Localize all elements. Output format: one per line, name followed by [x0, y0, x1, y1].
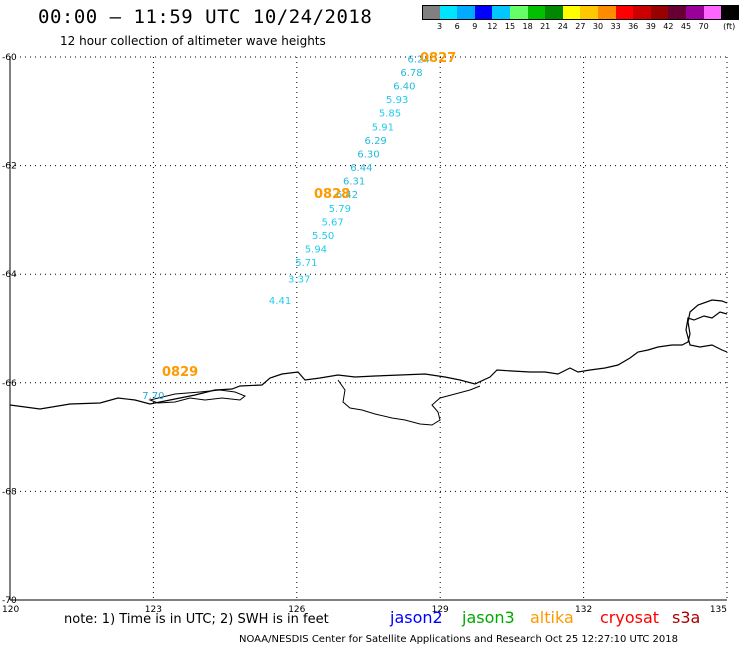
colorbar-label: 6 [454, 22, 460, 31]
colorbar-swatch [510, 5, 529, 20]
colorbar-swatch [580, 5, 599, 20]
satellite-legend-item: altika [530, 608, 574, 627]
colorbar-label: 42 [663, 22, 674, 31]
colorbar-label: 45 [680, 22, 692, 31]
wave-height-value: 7.70 [142, 391, 164, 402]
colorbar-label: 39 [645, 22, 656, 31]
wave-height-value: 6.31 [343, 177, 365, 188]
wave-height-value: 6.44 [350, 163, 372, 174]
wave-height-value: 5.67 [322, 217, 344, 228]
colorbar-swatch [633, 5, 652, 20]
colorbar-swatch [721, 5, 740, 20]
colorbar-swatch [422, 5, 441, 20]
wave-height-value: 6.40 [393, 82, 415, 93]
longitude-tick-label: 126 [288, 605, 305, 615]
colorbar-label: 24 [557, 22, 568, 31]
colorbar-label: 36 [628, 22, 639, 31]
footer-note: note: 1) Time is in UTC; 2) SWH is in fe… [64, 612, 329, 627]
colorbar-swatch [650, 5, 669, 20]
map-subtitle: 12 hour collection of altimeter wave hei… [60, 34, 326, 48]
coastline-shelf [148, 389, 246, 404]
colorbar-frame [422, 5, 739, 20]
colorbar-label: (ft) [723, 22, 736, 31]
colorbar-swatch [615, 5, 634, 20]
longitude-tick-label: 132 [575, 605, 592, 615]
colorbar-label: 33 [610, 22, 621, 31]
satellite-legend-item: jason2 [390, 608, 443, 627]
coastline [9, 299, 728, 410]
colorbar-label: 21 [540, 22, 551, 31]
satellite-legend-item: cryosat [600, 608, 660, 627]
colorbar-swatch [527, 5, 546, 20]
latitude-tick-label: -60 [2, 53, 17, 63]
wave-height-value: 6.29 [365, 136, 387, 147]
latitude-tick-label: -64 [2, 270, 17, 280]
wave-height-value: 3.37 [288, 274, 310, 285]
colorbar-label: 18 [522, 22, 533, 31]
colorbar-swatch [545, 5, 564, 20]
colorbar-label: 9 [472, 22, 478, 31]
colorbar-swatch [686, 5, 705, 20]
wave-height-value: 5.79 [329, 204, 351, 215]
credit-line: NOAA/NESDIS Center for Satellite Applica… [239, 634, 678, 645]
wave-height-value: 6.30 [357, 149, 379, 160]
colorbar-swatch [457, 5, 476, 20]
longitude-tick-label: 123 [145, 605, 162, 615]
longitude-tick-label: 135 [710, 605, 727, 615]
colorbar-swatch [474, 5, 493, 20]
satellite-legend-item: jason3 [462, 608, 515, 627]
colorbar-swatch [439, 5, 458, 20]
colorbar-swatch [492, 5, 511, 20]
longitude-tick-label: 120 [2, 605, 19, 615]
coastline-east [685, 311, 728, 353]
wave-height-value: 5.91 [372, 122, 394, 133]
colorbar-swatch [668, 5, 687, 20]
colorbar-label: 27 [575, 22, 586, 31]
pass-time-label: 0827 [420, 51, 456, 66]
pass-time-label: 0828 [314, 187, 350, 202]
latitude-tick-label: -68 [2, 487, 17, 497]
wave-height-value: 5.71 [295, 258, 317, 269]
colorbar-swatch [703, 5, 722, 20]
ice-shelf-outline [337, 379, 481, 426]
wave-height-value: 5.85 [379, 109, 401, 120]
pass-time-label: 0829 [162, 365, 198, 380]
wave-height-value: 5.93 [386, 95, 408, 106]
latitude-tick-label: -62 [2, 162, 17, 172]
map-title: 00:00 – 11:59 UTC 10/24/2018 [38, 6, 373, 28]
colorbar-swatch [598, 5, 617, 20]
colorbar-label: 15 [504, 22, 516, 31]
wave-height-value: 6.24 [408, 54, 430, 65]
latitude-tick-label: -70 [2, 596, 17, 606]
wave-height-value: 6.42 [336, 190, 358, 201]
colorbar-swatch [562, 5, 581, 20]
wave-height-value: 5.94 [305, 244, 327, 255]
colorbar-label: 70 [698, 22, 709, 31]
longitude-tick-label: 129 [432, 605, 449, 615]
satellite-legend-item: s3a [672, 608, 701, 627]
wave-height-value: 5.50 [312, 231, 334, 242]
latitude-tick-label: -66 [2, 379, 17, 389]
wave-height-value: 4.41 [269, 296, 291, 307]
colorbar-label: 30 [592, 22, 604, 31]
colorbar-label: 12 [487, 22, 498, 31]
colorbar-label: 3 [437, 22, 443, 31]
wave-height-value: 6.78 [400, 68, 422, 79]
